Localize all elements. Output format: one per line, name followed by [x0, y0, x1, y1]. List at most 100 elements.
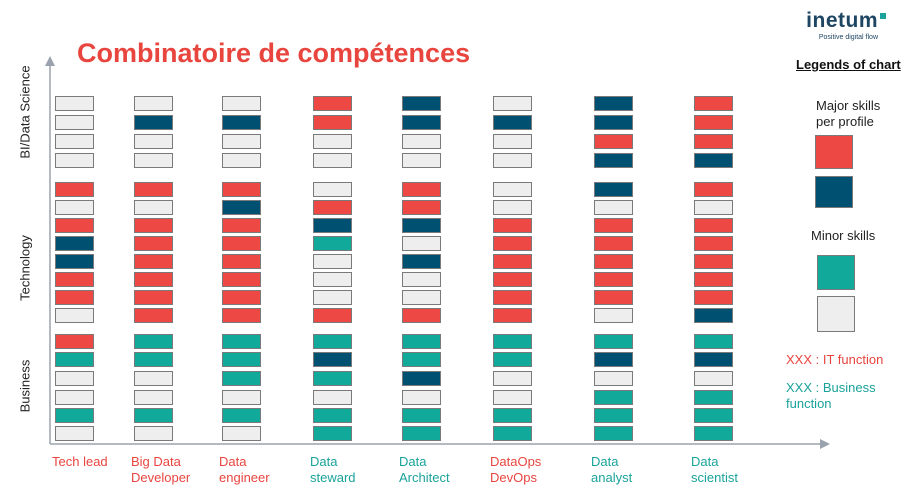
skill-cell — [402, 272, 441, 287]
skill-cell — [402, 200, 441, 215]
skill-cell — [493, 308, 532, 323]
skill-cell — [493, 182, 532, 197]
skill-cell — [55, 254, 94, 269]
skill-cell — [313, 272, 352, 287]
skill-cell — [55, 134, 94, 149]
skill-cell — [134, 308, 173, 323]
skill-cell — [694, 200, 733, 215]
skill-cell — [694, 134, 733, 149]
skill-cell — [222, 308, 261, 323]
skill-cell — [313, 153, 352, 168]
legend-minor-empty-swatch — [817, 296, 855, 332]
skill-cell — [55, 390, 94, 405]
skill-cell — [55, 426, 94, 441]
skill-cell — [134, 352, 173, 367]
skill-cell — [493, 390, 532, 405]
skill-cell — [493, 290, 532, 305]
skill-cell — [493, 272, 532, 287]
skill-cell — [694, 352, 733, 367]
skill-cell — [493, 352, 532, 367]
skill-cell — [222, 115, 261, 130]
logo-tagline: Positive digital flow — [818, 34, 878, 41]
skill-cell — [594, 352, 633, 367]
page-title: Combinatoire de compétences — [77, 38, 471, 68]
skill-cell — [313, 182, 352, 197]
skill-cell — [313, 96, 352, 111]
inetum-logo: inetum Positive digital flow — [806, 9, 886, 41]
skill-cell — [313, 290, 352, 305]
profile-label: Data scientist — [691, 454, 738, 485]
skill-cell — [594, 308, 633, 323]
category-bi-data-science: BI/Data Science — [17, 65, 33, 159]
profile-label: Data Architect — [399, 454, 450, 485]
skill-cell — [694, 334, 733, 349]
skill-cell — [402, 334, 441, 349]
skill-cell — [313, 308, 352, 323]
logo-square-icon — [880, 13, 886, 19]
skill-cell — [594, 426, 633, 441]
legend-business-note: XXX : Business function — [786, 380, 876, 411]
skill-cell — [493, 334, 532, 349]
skill-cell — [55, 153, 94, 168]
profile-label: Data engineer — [219, 454, 270, 485]
skill-cell — [594, 236, 633, 251]
skill-cell — [134, 218, 173, 233]
skill-cell — [402, 134, 441, 149]
skill-cell — [402, 352, 441, 367]
skill-cell — [55, 236, 94, 251]
skill-cell — [313, 200, 352, 215]
skill-cell — [594, 153, 633, 168]
skill-cell — [694, 182, 733, 197]
skill-cell — [694, 115, 733, 130]
skill-cell — [594, 96, 633, 111]
skill-cell — [493, 134, 532, 149]
skill-cell — [493, 218, 532, 233]
skill-cell — [134, 426, 173, 441]
category-business: Business — [17, 359, 33, 413]
skill-cell — [222, 182, 261, 197]
skill-cell — [493, 236, 532, 251]
skill-cell — [594, 254, 633, 269]
skill-cell — [694, 272, 733, 287]
skill-cell — [313, 371, 352, 386]
skill-cell — [313, 218, 352, 233]
skill-cell — [222, 272, 261, 287]
skill-cell — [402, 426, 441, 441]
skill-cell — [222, 153, 261, 168]
skill-cell — [402, 218, 441, 233]
skill-cell — [222, 134, 261, 149]
skill-cell — [402, 408, 441, 423]
skill-cell — [55, 308, 94, 323]
skill-cell — [134, 272, 173, 287]
skill-cell — [55, 200, 94, 215]
skill-cell — [594, 408, 633, 423]
skill-cell — [222, 371, 261, 386]
logo-wordmark: inetum — [806, 9, 878, 32]
skill-cell — [134, 254, 173, 269]
skill-cell — [493, 96, 532, 111]
skill-cell — [55, 272, 94, 287]
skill-cell — [134, 290, 173, 305]
skill-cell — [134, 200, 173, 215]
category-technology: Technology — [17, 235, 33, 301]
skill-cell — [694, 390, 733, 405]
skill-cell — [594, 134, 633, 149]
skill-cell — [493, 115, 532, 130]
skill-cell — [55, 371, 94, 386]
x-axis-arrowhead — [820, 439, 830, 449]
skill-cell — [134, 371, 173, 386]
skill-cell — [694, 290, 733, 305]
skill-cell — [55, 182, 94, 197]
skill-cell — [402, 254, 441, 269]
skill-cell — [694, 153, 733, 168]
skill-cell — [222, 426, 261, 441]
skill-cell — [594, 218, 633, 233]
skill-cell — [55, 290, 94, 305]
skill-cell — [594, 115, 633, 130]
skill-cell — [134, 236, 173, 251]
profile-label: Tech lead — [52, 454, 108, 469]
skill-cell — [594, 290, 633, 305]
legend-minor-label: Minor skills — [811, 228, 876, 243]
skill-cell — [55, 352, 94, 367]
skill-cell — [222, 334, 261, 349]
